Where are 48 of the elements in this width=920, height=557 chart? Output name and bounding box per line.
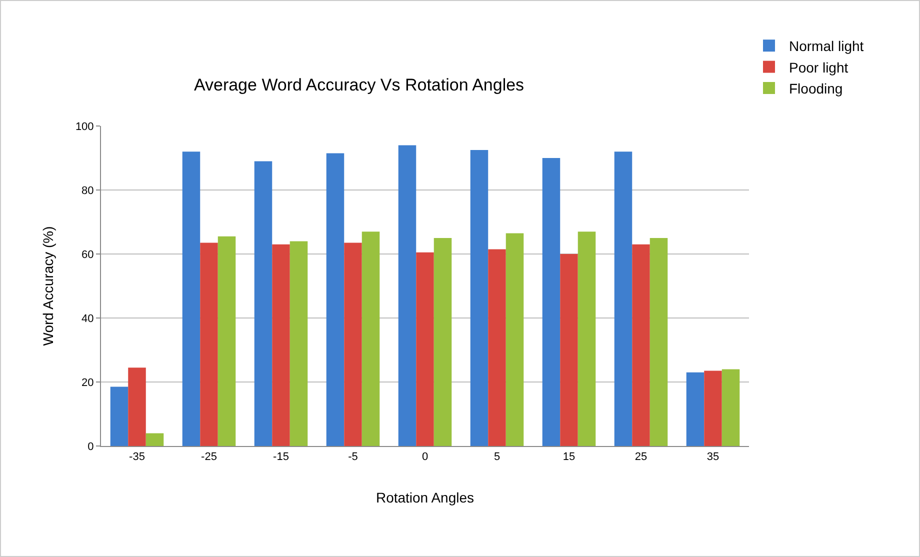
bar [488, 249, 506, 446]
bar [650, 238, 668, 446]
x-tick-label: -35 [129, 451, 145, 464]
bar [722, 369, 740, 446]
bar [686, 372, 704, 446]
x-tick-label: -5 [348, 451, 358, 464]
bar [506, 233, 524, 446]
bar [128, 368, 146, 446]
bar [362, 232, 380, 446]
y-tick-label: 100 [75, 120, 94, 133]
x-tick-label: -15 [273, 451, 289, 464]
y-tick-label: 60 [82, 248, 94, 261]
bar [326, 153, 344, 446]
x-tick-label: 5 [494, 451, 500, 464]
y-tick-label: 0 [88, 440, 94, 453]
x-tick-label: 15 [562, 451, 576, 464]
bar [416, 252, 434, 446]
bar [704, 370, 722, 446]
bar [200, 242, 218, 446]
bar [146, 433, 164, 446]
x-tick-label: 25 [634, 451, 648, 464]
y-tick-label: 80 [82, 184, 94, 197]
bar [542, 158, 560, 446]
bar [182, 152, 200, 446]
legend-label: Flooding [789, 80, 843, 96]
bar [110, 386, 128, 446]
bar [632, 244, 650, 446]
x-axis-title: Rotation Angles [376, 490, 474, 506]
y-axis-title: Word Accuracy (%) [40, 226, 56, 346]
x-tick-label: 0 [422, 451, 428, 464]
bar [290, 241, 308, 446]
legend-label: Poor light [789, 59, 848, 76]
bar [344, 242, 362, 446]
bar [470, 150, 488, 446]
bar [254, 161, 272, 446]
bar [398, 145, 416, 446]
y-tick-label: 40 [82, 312, 94, 325]
chart-title: Average Word Accuracy Vs Rotation Angles [194, 76, 524, 95]
bar [434, 238, 452, 446]
y-tick-label: 20 [82, 376, 94, 389]
bar [578, 232, 596, 446]
bar [560, 254, 578, 446]
legend-label: Normal light [789, 38, 864, 54]
bar [614, 152, 632, 446]
bar [218, 236, 236, 446]
x-tick-label: 35 [706, 451, 720, 464]
bar [272, 244, 290, 446]
x-tick-label: -25 [201, 451, 217, 464]
